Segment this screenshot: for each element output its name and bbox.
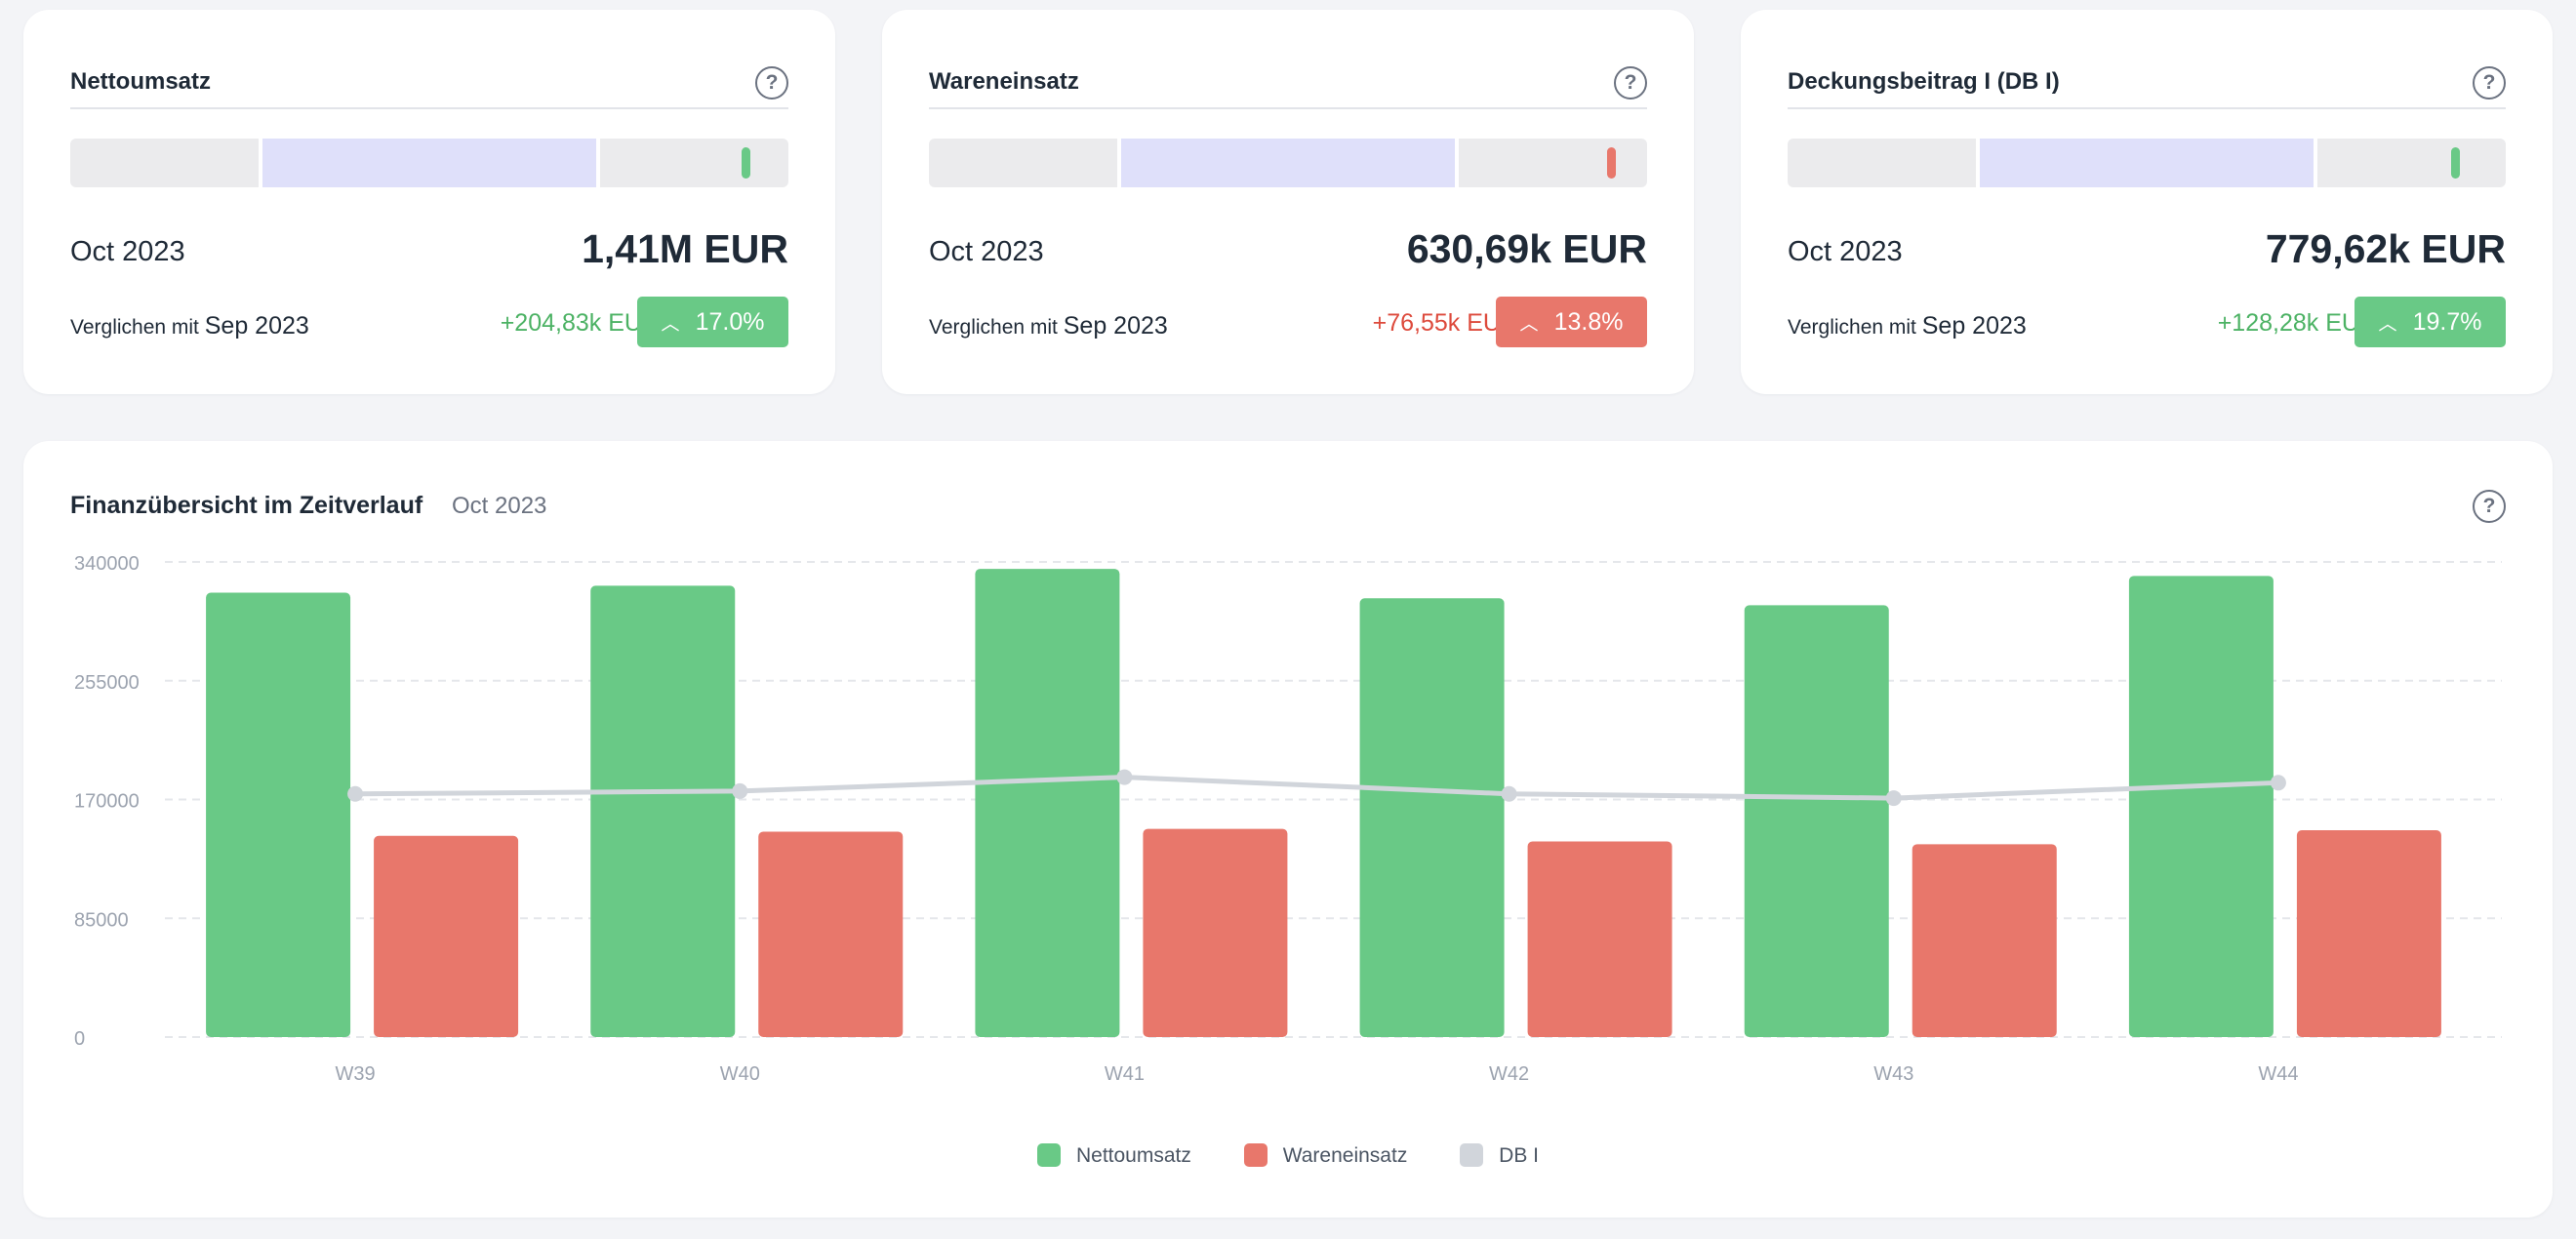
divider xyxy=(1788,107,2506,109)
point-db-i xyxy=(1116,769,1133,785)
point-db-i xyxy=(1885,790,1902,807)
kpi-comparison: Verglichen mit Sep 2023 xyxy=(70,312,309,340)
compare-label: Verglichen mit xyxy=(1788,316,1916,339)
compare-period: Sep 2023 xyxy=(1921,312,2027,340)
kpi-comparison: Verglichen mit Sep 2023 xyxy=(929,312,1168,340)
bar-wareneinsatz xyxy=(1527,841,1672,1037)
range-high-segment xyxy=(1459,139,1647,187)
x-tick-label: W42 xyxy=(1489,1063,1529,1085)
kpi-card-nettoumsatz: Nettoumsatz ? Oct 2023 1,41M EUR Verglic… xyxy=(23,10,835,394)
x-tick-label: W43 xyxy=(1873,1063,1913,1085)
chevron-up-icon: ︿ xyxy=(1519,314,1539,335)
finance-chart-card: Finanzübersicht im Zeitverlauf Oct 2023 … xyxy=(23,441,2553,1218)
legend-label: Nettoumsatz xyxy=(1075,1144,1191,1167)
x-tick-label: W39 xyxy=(336,1063,376,1085)
kpi-title: Deckungsbeitrag I (DB I) xyxy=(1788,68,2060,95)
kpi-percent: 19.7% xyxy=(2412,308,2482,336)
point-db-i xyxy=(1501,785,1517,802)
kpi-percent: 17.0% xyxy=(695,308,765,336)
kpi-value: 779,62k EUR xyxy=(2265,226,2506,271)
range-target-segment xyxy=(1979,139,2314,187)
help-icon[interactable]: ? xyxy=(2473,490,2506,523)
legend-label: DB I xyxy=(1499,1144,1540,1167)
chart-legend: Nettoumsatz Wareneinsatz DB I xyxy=(23,1143,2553,1168)
help-icon[interactable]: ? xyxy=(755,66,788,100)
legend-item-db-i[interactable]: DB I xyxy=(1460,1143,1539,1168)
legend-swatch xyxy=(1460,1143,1484,1167)
bar-nettoumsatz xyxy=(2128,576,2274,1037)
bar-nettoumsatz xyxy=(1359,598,1505,1037)
bar-nettoumsatz xyxy=(206,592,351,1037)
range-marker xyxy=(741,147,750,179)
point-db-i xyxy=(347,785,364,802)
range-low-segment xyxy=(929,139,1117,187)
range-high-segment xyxy=(2317,139,2506,187)
bar-wareneinsatz xyxy=(374,835,519,1037)
kpi-card-wareneinsatz: Wareneinsatz ? Oct 2023 630,69k EUR Verg… xyxy=(882,10,1694,394)
bar-wareneinsatz xyxy=(1143,828,1288,1037)
kpi-range-bar xyxy=(70,139,788,187)
kpi-value: 630,69k EUR xyxy=(1406,226,1647,271)
chevron-up-icon: ︿ xyxy=(661,314,680,335)
legend-swatch xyxy=(1243,1143,1268,1167)
legend-swatch xyxy=(1036,1143,1061,1167)
line-db-i xyxy=(355,775,2279,801)
kpi-percent: 13.8% xyxy=(1553,308,1624,336)
divider xyxy=(70,107,788,109)
legend-item-nettoumsatz[interactable]: Nettoumsatz xyxy=(1036,1143,1191,1168)
kpi-comparison: Verglichen mit Sep 2023 xyxy=(1788,312,2027,340)
y-tick-label: 340000 xyxy=(74,553,140,575)
range-low-segment xyxy=(70,139,259,187)
kpi-percent-badge: ︿ 19.7% xyxy=(2355,297,2506,347)
compare-period: Sep 2023 xyxy=(1063,312,1168,340)
kpi-title: Wareneinsatz xyxy=(929,68,1079,95)
bar-wareneinsatz xyxy=(758,831,904,1037)
kpi-period: Oct 2023 xyxy=(1788,236,1903,267)
bar-nettoumsatz xyxy=(590,585,736,1037)
kpi-range-bar xyxy=(929,139,1647,187)
range-marker xyxy=(2451,147,2461,179)
y-tick-label: 0 xyxy=(74,1028,85,1050)
y-tick-label: 170000 xyxy=(74,791,140,813)
kpi-range-bar xyxy=(1788,139,2506,187)
bar-wareneinsatz xyxy=(2296,830,2441,1037)
range-target-segment xyxy=(1120,139,1456,187)
x-tick-label: W40 xyxy=(720,1063,760,1085)
range-target-segment xyxy=(262,139,597,187)
chevron-up-icon: ︿ xyxy=(2378,314,2397,335)
kpi-card-deckungsbeitrag: Deckungsbeitrag I (DB I) ? Oct 2023 779,… xyxy=(1741,10,2553,394)
point-db-i xyxy=(732,782,748,799)
help-icon[interactable]: ? xyxy=(1614,66,1647,100)
legend-label: Wareneinsatz xyxy=(1282,1144,1408,1167)
kpi-delta: +128,28k EUR xyxy=(2217,309,2377,337)
y-tick-label: 85000 xyxy=(74,909,129,931)
bar-wareneinsatz xyxy=(1912,844,2057,1037)
help-icon[interactable]: ? xyxy=(2473,66,2506,100)
kpi-period: Oct 2023 xyxy=(70,236,185,267)
compare-period: Sep 2023 xyxy=(204,312,309,340)
bar-nettoumsatz xyxy=(975,569,1120,1037)
kpi-percent-badge: ︿ 13.8% xyxy=(1496,297,1647,347)
legend-item-wareneinsatz[interactable]: Wareneinsatz xyxy=(1243,1143,1408,1168)
x-tick-label: W41 xyxy=(1105,1063,1145,1085)
kpi-period: Oct 2023 xyxy=(929,236,1044,267)
kpi-percent-badge: ︿ 17.0% xyxy=(637,297,788,347)
bar-nettoumsatz xyxy=(1744,605,1889,1037)
divider xyxy=(929,107,1647,109)
range-marker xyxy=(1607,147,1617,179)
x-tick-label: W44 xyxy=(2258,1063,2298,1085)
chart-title: Finanzübersicht im Zeitverlauf xyxy=(70,492,423,519)
y-tick-label: 255000 xyxy=(74,672,140,694)
kpi-delta: +204,83k EUR xyxy=(500,309,660,337)
range-low-segment xyxy=(1788,139,1976,187)
kpi-delta: +76,55k EUR xyxy=(1372,309,1518,337)
point-db-i xyxy=(2270,775,2286,791)
chart-period: Oct 2023 xyxy=(452,493,547,519)
kpi-title: Nettoumsatz xyxy=(70,68,212,95)
chart-plot: 0 85000 170000 255000 340000 W39 W40 W41 W42 W43 W… xyxy=(74,553,2502,1085)
compare-label: Verglichen mit xyxy=(70,316,199,339)
compare-label: Verglichen mit xyxy=(929,316,1058,339)
range-high-segment xyxy=(600,139,788,187)
kpi-value: 1,41M EUR xyxy=(582,226,788,271)
